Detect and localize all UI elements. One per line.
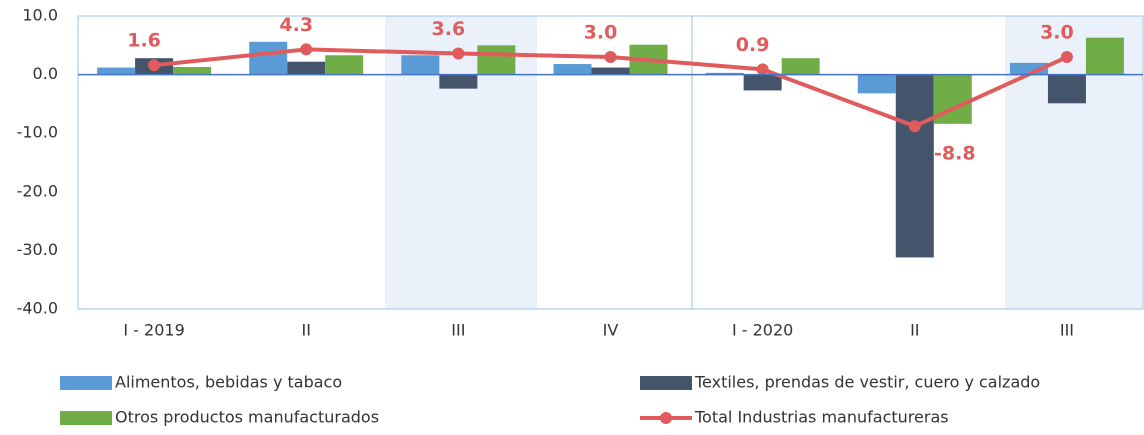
- line-point: [1060, 51, 1073, 64]
- x-tick-label: II: [301, 321, 310, 340]
- bar: [591, 67, 630, 75]
- line-point: [300, 43, 313, 56]
- line-point: [452, 47, 465, 60]
- x-tick-label: III: [451, 321, 465, 340]
- y-tick-label: -20.0: [17, 181, 58, 200]
- bar: [1085, 37, 1124, 75]
- bar: [325, 55, 364, 75]
- data-label: 4.3: [279, 14, 313, 36]
- bar: [705, 72, 744, 75]
- line-point: [604, 51, 617, 64]
- bar: [743, 74, 782, 91]
- legend-label: Otros productos manufacturados: [115, 408, 379, 427]
- legend-swatch: [660, 412, 672, 424]
- bar: [781, 58, 820, 75]
- y-tick-label: -40.0: [17, 299, 58, 318]
- x-tick-label: III: [1060, 321, 1074, 340]
- x-tick-label: I - 2019: [123, 321, 184, 340]
- x-tick-label: II: [910, 321, 919, 340]
- bar: [439, 74, 478, 89]
- y-tick-label: -30.0: [17, 240, 58, 259]
- y-tick-label: 10.0: [22, 6, 58, 25]
- y-tick-label: 0.0: [33, 64, 58, 83]
- data-label: 3.6: [432, 18, 466, 40]
- bar: [97, 67, 136, 75]
- bar: [895, 74, 934, 258]
- data-label: 0.9: [736, 34, 770, 56]
- bar: [173, 66, 212, 75]
- line-point: [756, 63, 769, 76]
- legend-label: Total Industrias manufactureras: [694, 408, 949, 427]
- legend-swatch: [640, 376, 692, 390]
- data-label: 3.0: [584, 22, 618, 44]
- legend-label: Alimentos, bebidas y tabaco: [115, 373, 342, 392]
- bar: [477, 45, 516, 75]
- bar: [249, 41, 288, 75]
- bar: [287, 61, 326, 75]
- legend-swatch: [60, 411, 112, 425]
- legend-swatch: [60, 376, 112, 390]
- line-point: [908, 120, 921, 133]
- line-point: [148, 59, 161, 72]
- x-tick-label: I - 2020: [732, 321, 793, 340]
- bar: [401, 55, 440, 75]
- x-tick-label: IV: [603, 321, 619, 340]
- bar: [1047, 74, 1086, 104]
- data-label: 1.6: [127, 30, 161, 52]
- data-label: 3.0: [1040, 22, 1074, 44]
- data-label: -8.8: [934, 143, 976, 165]
- legend-label: Textiles, prendas de vestir, cuero y cal…: [694, 373, 1040, 392]
- bar: [1009, 62, 1048, 75]
- bar: [857, 74, 896, 94]
- bar: [553, 64, 592, 75]
- plot-border: [77, 15, 1144, 310]
- y-tick-label: -10.0: [17, 123, 58, 142]
